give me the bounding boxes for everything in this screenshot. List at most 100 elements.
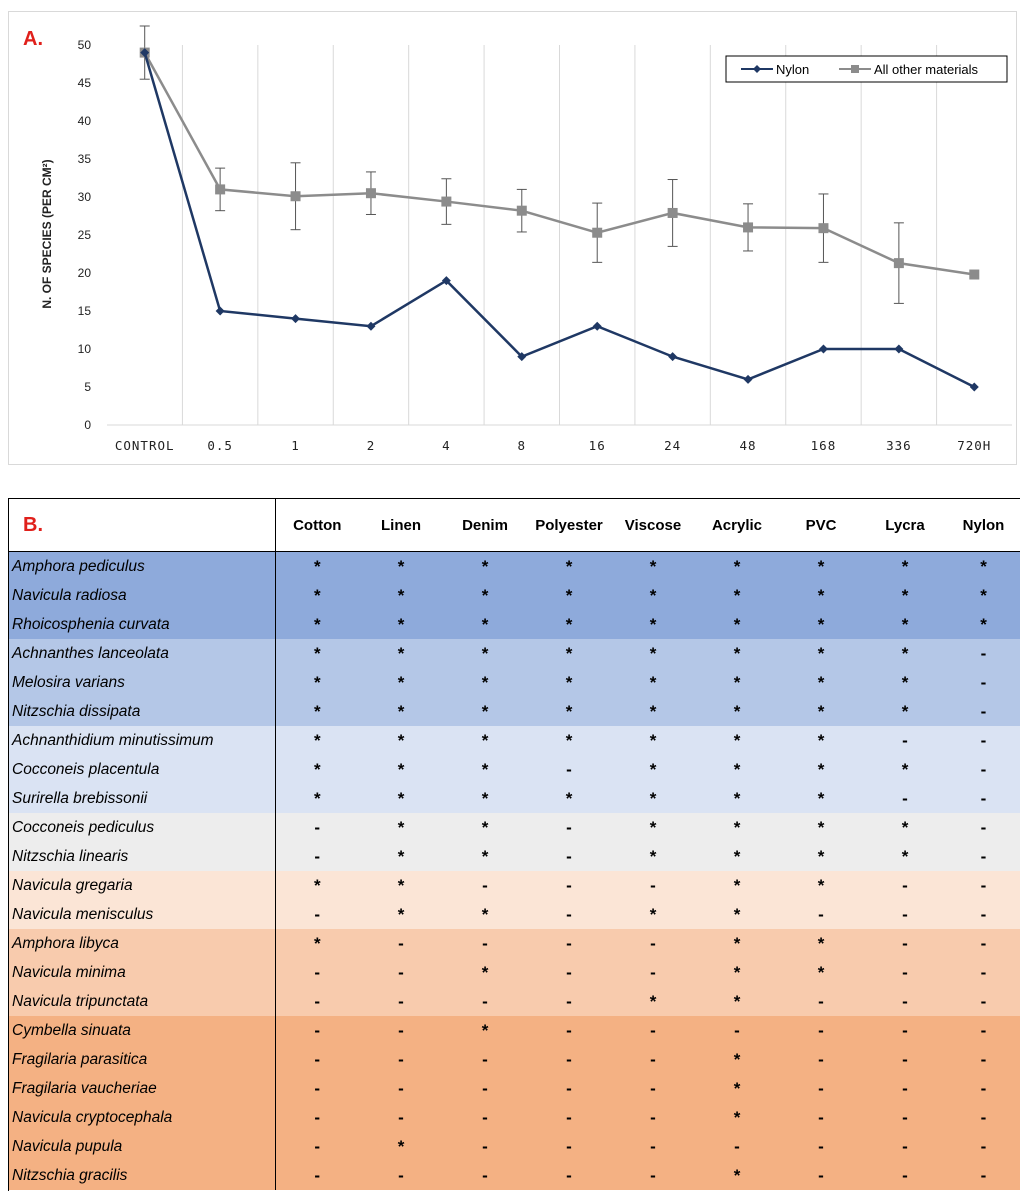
- y-tick-label: 30: [78, 190, 92, 204]
- absence-mark: -: [863, 1132, 947, 1161]
- presence-mark: *: [443, 668, 527, 697]
- presence-mark: *: [863, 639, 947, 668]
- presence-mark: *: [947, 581, 1020, 610]
- presence-mark: *: [443, 842, 527, 871]
- absence-mark: -: [359, 929, 443, 958]
- presence-mark: *: [779, 551, 863, 581]
- species-name: Navicula tripunctata: [9, 987, 276, 1016]
- absence-mark: -: [947, 726, 1020, 755]
- presence-mark: *: [611, 987, 695, 1016]
- presence-mark: *: [779, 784, 863, 813]
- y-tick-label: 35: [78, 152, 92, 166]
- series-line-nylon: [143, 52, 975, 389]
- presence-mark: *: [527, 639, 611, 668]
- absence-mark: -: [443, 1074, 527, 1103]
- legend-marker-nylon: [753, 65, 761, 73]
- presence-mark: *: [779, 581, 863, 610]
- x-tick-label: 8: [518, 438, 527, 453]
- y-tick-label: 45: [78, 76, 92, 90]
- species-name: Navicula gregaria: [9, 871, 276, 900]
- presence-mark: *: [443, 551, 527, 581]
- presence-mark: *: [863, 551, 947, 581]
- absence-mark: -: [443, 871, 527, 900]
- absence-mark: -: [275, 1045, 359, 1074]
- presence-mark: *: [611, 639, 695, 668]
- table-row: Fragilaria vaucheriae - - - - - * - - -: [9, 1074, 1020, 1103]
- legend-marker-other: [851, 65, 859, 73]
- presence-mark: *: [863, 755, 947, 784]
- x-tick-label: 336: [886, 438, 912, 453]
- absence-mark: -: [443, 929, 527, 958]
- absence-mark: -: [275, 1103, 359, 1132]
- presence-mark: *: [527, 697, 611, 726]
- presence-mark: *: [443, 958, 527, 987]
- table-row: Amphora libyca * - - - - * * - -: [9, 929, 1020, 958]
- species-name: Surirella brebissonii: [9, 784, 276, 813]
- presence-mark: *: [779, 813, 863, 842]
- x-tick-label: 168: [811, 438, 837, 453]
- presence-mark: *: [359, 813, 443, 842]
- absence-mark: -: [947, 668, 1020, 697]
- presence-mark: *: [359, 755, 443, 784]
- presence-mark: *: [359, 726, 443, 755]
- absence-mark: -: [527, 1016, 611, 1045]
- species-name: Navicula radiosa: [9, 581, 276, 610]
- absence-mark: -: [779, 987, 863, 1016]
- table-row: Nitzschia dissipata * * * * * * * * -: [9, 697, 1020, 726]
- species-table: B. Cotton Linen Denim Polyester Viscose Acryli…: [9, 499, 1020, 1190]
- presence-mark: *: [527, 726, 611, 755]
- species-name: Nitzschia gracilis: [9, 1161, 276, 1190]
- presence-mark: *: [779, 755, 863, 784]
- column-header: PVC: [779, 499, 863, 552]
- presence-mark: *: [611, 697, 695, 726]
- presence-mark: *: [695, 871, 779, 900]
- data-point-nylon: [517, 352, 527, 362]
- table-row: Amphora pediculus * * * * * * * * *: [9, 551, 1020, 581]
- y-tick-label: 5: [84, 380, 91, 394]
- absence-mark: -: [947, 1016, 1020, 1045]
- presence-mark: *: [779, 697, 863, 726]
- species-name: Cocconeis pediculus: [9, 813, 276, 842]
- table-row: Nitzschia gracilis - - - - - * - - -: [9, 1161, 1020, 1190]
- absence-mark: -: [779, 1103, 863, 1132]
- y-tick-label: 15: [78, 304, 92, 318]
- column-header: Viscose: [611, 499, 695, 552]
- presence-mark: *: [695, 1045, 779, 1074]
- species-name: Cymbella sinuata: [9, 1016, 276, 1045]
- presence-mark: *: [611, 726, 695, 755]
- data-point-other: [893, 258, 904, 269]
- x-tick-label: 48: [740, 438, 757, 453]
- absence-mark: -: [947, 1132, 1020, 1161]
- species-name: Navicula menisculus: [9, 900, 276, 929]
- data-point-other: [215, 184, 226, 195]
- data-point-other: [516, 205, 527, 216]
- table-corner-header: B.: [9, 499, 276, 552]
- presence-mark: *: [863, 842, 947, 871]
- presence-mark: *: [779, 871, 863, 900]
- presence-mark: *: [443, 639, 527, 668]
- presence-mark: *: [275, 726, 359, 755]
- absence-mark: -: [275, 958, 359, 987]
- presence-mark: *: [779, 610, 863, 639]
- presence-mark: *: [779, 668, 863, 697]
- presence-mark: *: [443, 755, 527, 784]
- absence-mark: -: [863, 900, 947, 929]
- presence-mark: *: [359, 551, 443, 581]
- presence-mark: *: [275, 697, 359, 726]
- absence-mark: -: [947, 900, 1020, 929]
- legend: Nylon All other materials: [725, 55, 1008, 83]
- data-point-nylon: [969, 382, 979, 392]
- species-name: Achnanthidium minutissimum: [9, 726, 276, 755]
- absence-mark: -: [527, 929, 611, 958]
- absence-mark: -: [527, 813, 611, 842]
- absence-mark: -: [527, 1045, 611, 1074]
- presence-mark: *: [443, 581, 527, 610]
- line-chart-panel: A. N. OF SPECIES (PER CM²) 0 5 10 15 20 25 30 3…: [8, 11, 1017, 465]
- y-tick-label: 25: [78, 228, 92, 242]
- absence-mark: -: [275, 900, 359, 929]
- presence-mark: *: [527, 784, 611, 813]
- absence-mark: -: [275, 1074, 359, 1103]
- presence-mark: *: [611, 755, 695, 784]
- presence-mark: *: [275, 581, 359, 610]
- presence-mark: *: [359, 581, 443, 610]
